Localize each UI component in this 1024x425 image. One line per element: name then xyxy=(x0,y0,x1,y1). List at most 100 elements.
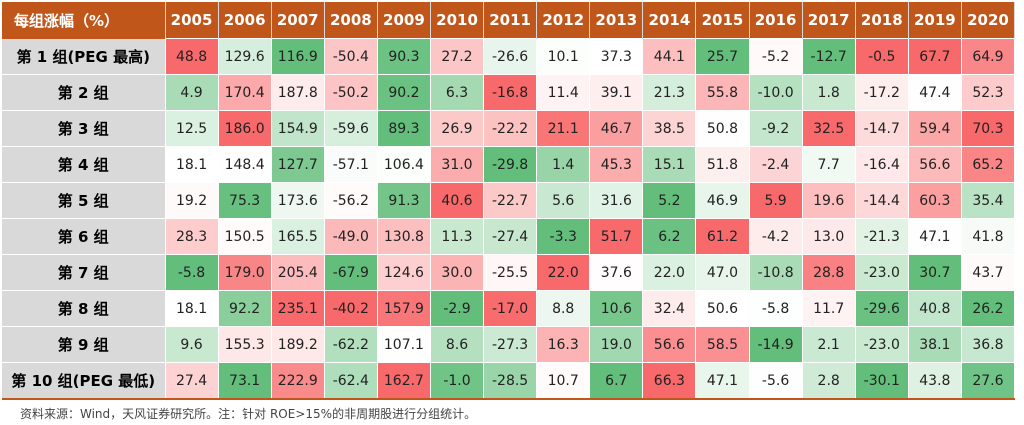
heatmap-cell: 148.4 xyxy=(217,146,272,183)
heatmap-table: 每组涨幅（%） 2005 2006 2007 2008 2009 2010 2011 2012… xyxy=(2,2,1016,400)
heatmap-cell: 73.1 xyxy=(217,362,272,400)
heatmap-cell: 50.8 xyxy=(695,110,750,147)
row-label: 第 10 组(PEG 最低) xyxy=(2,362,165,400)
heatmap-cell: 1.4 xyxy=(536,146,591,183)
heatmap-cell: 5.9 xyxy=(748,182,803,219)
heatmap-cell: 18.1 xyxy=(164,290,219,327)
heatmap-cell: 130.8 xyxy=(376,218,431,255)
heatmap-cell: 10.6 xyxy=(589,290,644,327)
heatmap-cell: -3.3 xyxy=(536,218,591,255)
table-body: 第 1 组(PEG 最高) 48.8 129.6 116.9 -50.4 90.3 27.2… xyxy=(2,38,1016,400)
column-header: 2020 xyxy=(961,2,1016,39)
heatmap-cell: 32.4 xyxy=(642,290,697,327)
heatmap-cell: 37.3 xyxy=(589,38,644,75)
heatmap-cell: 67.7 xyxy=(907,38,962,75)
row-label: 第 2 组 xyxy=(2,74,165,111)
heatmap-cell: 58.5 xyxy=(695,326,750,363)
heatmap-cell: 22.0 xyxy=(536,254,591,291)
column-header: 2016 xyxy=(749,2,803,39)
heatmap-cell: -50.2 xyxy=(323,74,378,111)
heatmap-cell: 51.7 xyxy=(589,218,644,255)
heatmap-cell: -5.6 xyxy=(748,362,803,400)
heatmap-cell: -0.5 xyxy=(854,38,909,75)
heatmap-cell: 90.2 xyxy=(376,74,431,111)
row-label: 第 8 组 xyxy=(2,290,165,327)
heatmap-cell: 27.2 xyxy=(429,38,485,75)
table-row: 第 5 组 19.2 75.3 173.6 -56.2 91.3 40.6 -22.7 5.6 3… xyxy=(2,182,1016,219)
heatmap-cell: 51.8 xyxy=(695,146,750,183)
heatmap-cell: 8.8 xyxy=(536,290,591,327)
heatmap-cell: -22.7 xyxy=(483,182,538,219)
column-header: 2018 xyxy=(855,2,909,39)
heatmap-cell: 124.6 xyxy=(376,254,431,291)
heatmap-cell: -17.0 xyxy=(483,290,538,327)
heatmap-cell: 186.0 xyxy=(217,110,272,147)
table-row: 第 9 组 9.6 155.3 189.2 -62.2 107.1 8.6 -27.3 16.3… xyxy=(2,326,1016,363)
heatmap-cell: 107.1 xyxy=(376,326,431,363)
heatmap-cell: -14.4 xyxy=(854,182,909,219)
heatmap-cell: 56.6 xyxy=(642,326,697,363)
corner-label: 每组涨幅（%） xyxy=(2,2,166,39)
heatmap-cell: 46.9 xyxy=(695,182,750,219)
heatmap-cell: 22.0 xyxy=(642,254,697,291)
heatmap-cell: 15.1 xyxy=(642,146,697,183)
table-row: 第 3 组 12.5 186.0 154.9 -59.6 89.3 26.9 -22.2 21.… xyxy=(2,110,1016,147)
heatmap-cell: -49.0 xyxy=(323,218,378,255)
heatmap-cell: 39.1 xyxy=(589,74,644,111)
heatmap-cell: 40.8 xyxy=(907,290,962,327)
heatmap-cell: 27.4 xyxy=(164,362,219,400)
heatmap-cell: 50.6 xyxy=(695,290,750,327)
heatmap-cell: -26.6 xyxy=(483,38,538,75)
heatmap-cell: 162.7 xyxy=(376,362,431,400)
heatmap-cell: 37.6 xyxy=(589,254,644,291)
row-label: 第 4 组 xyxy=(2,146,165,183)
heatmap-cell: -50.4 xyxy=(323,38,378,75)
heatmap-cell: 55.8 xyxy=(695,74,750,111)
heatmap-cell: -28.5 xyxy=(483,362,538,400)
heatmap-cell: -12.7 xyxy=(801,38,856,75)
heatmap-cell: 28.8 xyxy=(801,254,856,291)
heatmap-cell: 70.3 xyxy=(960,110,1016,147)
row-label: 第 1 组(PEG 最高) xyxy=(2,38,165,75)
heatmap-cell: -23.0 xyxy=(854,254,909,291)
heatmap-cell: -22.2 xyxy=(483,110,538,147)
heatmap-cell: -27.4 xyxy=(483,218,538,255)
heatmap-cell: 19.2 xyxy=(164,182,219,219)
table-row: 第 10 组(PEG 最低) 27.4 73.1 222.9 -62.4 162.7 -1.… xyxy=(2,362,1016,400)
column-header: 2009 xyxy=(377,2,431,39)
heatmap-cell: 89.3 xyxy=(376,110,431,147)
column-header: 2005 xyxy=(165,2,219,39)
heatmap-cell: -10.0 xyxy=(748,74,803,111)
heatmap-cell: 2.8 xyxy=(801,362,856,400)
heatmap-cell: -62.4 xyxy=(323,362,378,400)
column-header: 2008 xyxy=(324,2,378,39)
heatmap-cell: -1.0 xyxy=(429,362,485,400)
heatmap-cell: 5.6 xyxy=(536,182,591,219)
row-label: 第 3 组 xyxy=(2,110,165,147)
heatmap-cell: 1.8 xyxy=(801,74,856,111)
heatmap-cell: 10.1 xyxy=(536,38,591,75)
heatmap-cell: 36.8 xyxy=(960,326,1016,363)
heatmap-cell: 173.6 xyxy=(270,182,325,219)
table-row: 第 6 组 28.3 150.5 165.5 -49.0 130.8 11.3 -27.4 -3… xyxy=(2,218,1016,255)
heatmap-cell: -25.5 xyxy=(483,254,538,291)
table-row: 第 7 组 -5.8 179.0 205.4 -67.9 124.6 30.0 -25.5 22… xyxy=(2,254,1016,291)
column-header: 2010 xyxy=(430,2,485,39)
heatmap-cell: 38.1 xyxy=(907,326,962,363)
table-row: 第 8 组 18.1 92.2 235.1 -40.2 157.9 -2.9 -17.0 8.8… xyxy=(2,290,1016,327)
heatmap-cell: -57.1 xyxy=(323,146,378,183)
heatmap-cell: 9.6 xyxy=(164,326,219,363)
heatmap-cell: 11.4 xyxy=(536,74,591,111)
heatmap-cell: 75.3 xyxy=(217,182,272,219)
heatmap-cell: 44.1 xyxy=(642,38,697,75)
heatmap-cell: 222.9 xyxy=(270,362,325,400)
heatmap-cell: 18.1 xyxy=(164,146,219,183)
heatmap-cell: 11.7 xyxy=(801,290,856,327)
column-header: 2015 xyxy=(695,2,750,39)
heatmap-cell: 187.8 xyxy=(270,74,325,111)
heatmap-cell: 6.7 xyxy=(589,362,644,400)
heatmap-cell: 19.0 xyxy=(589,326,644,363)
heatmap-cell: 28.3 xyxy=(164,218,219,255)
column-header: 2013 xyxy=(589,2,644,39)
